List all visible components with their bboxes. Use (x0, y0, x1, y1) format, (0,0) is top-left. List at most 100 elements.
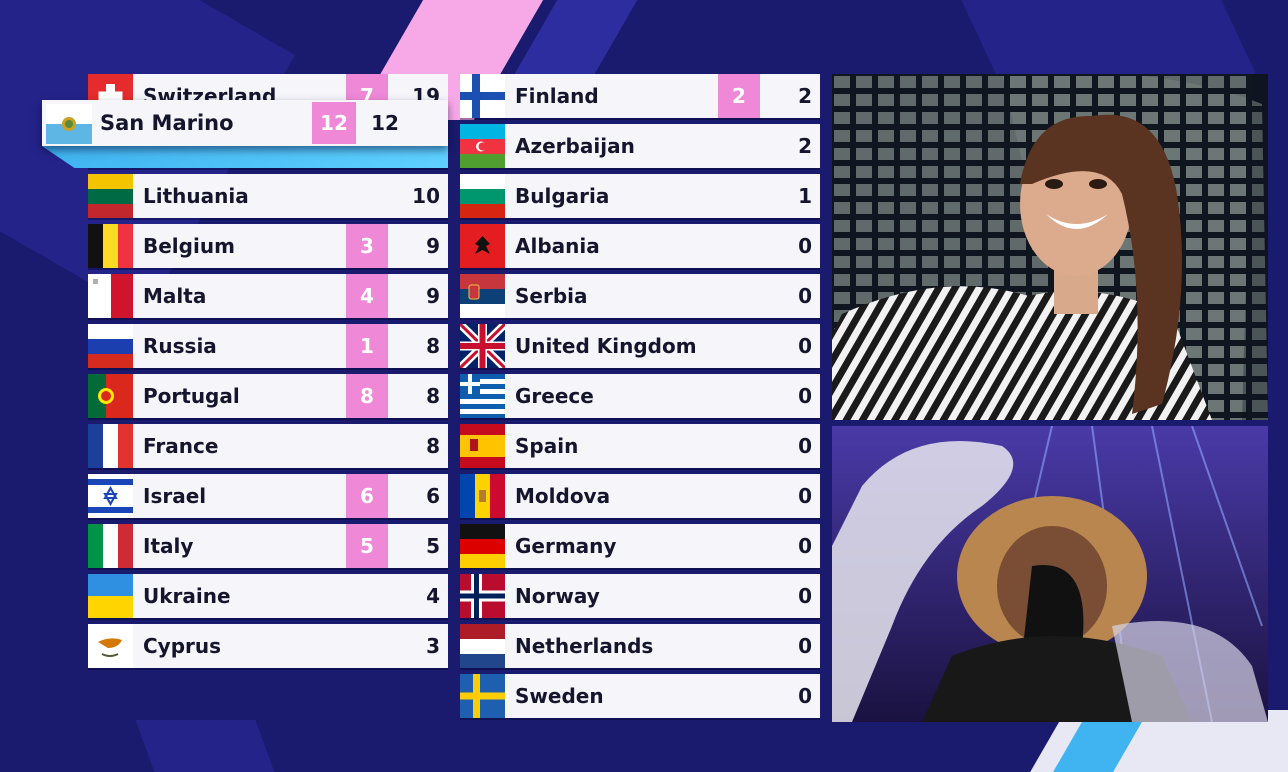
total-points: 9 (426, 284, 440, 308)
moldova-flag (460, 474, 505, 518)
sweden-flag (460, 674, 505, 718)
total-points: 0 (798, 634, 812, 658)
country-name: Finland (515, 84, 599, 108)
greece-flag (460, 374, 505, 418)
country-name: Lithuania (143, 184, 249, 208)
scoreboard-row: United Kingdom 0 (460, 324, 820, 368)
country-name: Greece (515, 384, 594, 408)
country-name: Norway (515, 584, 600, 608)
total-points: 9 (426, 234, 440, 258)
scoreboard-row: Sweden 0 (460, 674, 820, 718)
netherlands-flag (460, 624, 505, 668)
performer-video-image (832, 426, 1268, 722)
scoreboard-row: Italy 5 5 (88, 524, 448, 568)
scoreboard-row: Portugal 8 8 (88, 374, 448, 418)
awarded-points: 4 (346, 274, 388, 318)
israel-flag (88, 474, 133, 518)
scoreboard-row: Lithuania 10 (88, 174, 448, 218)
bulgaria-flag (460, 174, 505, 218)
scoreboard-row: Spain 0 (460, 424, 820, 468)
germany-flag (460, 524, 505, 568)
finland-flag (460, 74, 505, 118)
scoreboard-row: Israel 6 6 (88, 474, 448, 518)
scoreboard-row: Russia 1 8 (88, 324, 448, 368)
scoreboard-row: Netherlands 0 (460, 624, 820, 668)
country-name: Netherlands (515, 634, 654, 658)
scoreboard-row: Serbia 0 (460, 274, 820, 318)
total-points: 0 (798, 584, 812, 608)
total-points: 0 (798, 434, 812, 458)
country-name: Spain (515, 434, 579, 458)
scoreboard-row: Ukraine 4 (88, 574, 448, 618)
country-name: Serbia (515, 284, 588, 308)
serbia-flag (460, 274, 505, 318)
scoreboard-row: Albania 0 (460, 224, 820, 268)
country-name: Russia (143, 334, 217, 358)
total-points: 6 (426, 484, 440, 508)
total-points: 0 (798, 484, 812, 508)
country-name: Belgium (143, 234, 235, 258)
presenter-video (832, 74, 1268, 420)
scoreboard-row: Greece 0 (460, 374, 820, 418)
scoreboard-row: Norway 0 (460, 574, 820, 618)
scoreboard-row: Finland 2 2 (460, 74, 820, 118)
scoreboard-row: Belgium 3 9 (88, 224, 448, 268)
belgium-flag (88, 224, 133, 268)
awarded-points: 8 (346, 374, 388, 418)
awarded-points: 3 (346, 224, 388, 268)
country-name: Germany (515, 534, 617, 558)
total-points: 1 (798, 184, 812, 208)
highlight-country: San Marino (100, 111, 234, 135)
total-points: 8 (426, 384, 440, 408)
total-points: 8 (426, 334, 440, 358)
total-points: 0 (798, 284, 812, 308)
awarded-points: 1 (346, 324, 388, 368)
total-points: 2 (798, 84, 812, 108)
scoreboard-row: Malta 4 9 (88, 274, 448, 318)
scoreboard-row: Germany 0 (460, 524, 820, 568)
total-points: 5 (426, 534, 440, 558)
albania-flag (460, 224, 505, 268)
country-name: Albania (515, 234, 600, 258)
scoreboard-row: Azerbaijan 2 (460, 124, 820, 168)
total-points: 2 (798, 134, 812, 158)
total-points: 0 (798, 684, 812, 708)
total-points: 0 (798, 534, 812, 558)
country-name: United Kingdom (515, 334, 697, 358)
country-name: Sweden (515, 684, 604, 708)
country-name: Bulgaria (515, 184, 610, 208)
country-name: France (143, 434, 219, 458)
ukraine-flag (88, 574, 133, 618)
spain-flag (460, 424, 505, 468)
total-points: 3 (426, 634, 440, 658)
performer-video (832, 426, 1268, 722)
malta-flag (88, 274, 133, 318)
scoreboard-row: Bulgaria 1 (460, 174, 820, 218)
cyprus-flag (88, 624, 133, 668)
country-name: Cyprus (143, 634, 222, 658)
highlight-total: 12 (371, 111, 399, 135)
france-flag (88, 424, 133, 468)
united-kingdom-flag (460, 324, 505, 368)
highlight-row: San Marino 12 12 (42, 100, 448, 168)
highlight-points: 12 (312, 102, 356, 144)
portugal-flag (88, 374, 133, 418)
country-name: Israel (143, 484, 207, 508)
awarded-points: 2 (718, 74, 760, 118)
country-name: Portugal (143, 384, 240, 408)
country-name: Italy (143, 534, 194, 558)
scoreboard-row: Moldova 0 (460, 474, 820, 518)
san-marino-flag (46, 104, 92, 144)
total-points: 0 (798, 234, 812, 258)
presenter-video-image (832, 74, 1268, 420)
norway-flag (460, 574, 505, 618)
russia-flag (88, 324, 133, 368)
highlight-accent-bar (42, 146, 448, 168)
country-name: Malta (143, 284, 207, 308)
awarded-points: 5 (346, 524, 388, 568)
total-points: 4 (426, 584, 440, 608)
azerbaijan-flag (460, 124, 505, 168)
total-points: 10 (412, 184, 440, 208)
highlight-bar (42, 100, 448, 146)
awarded-points: 6 (346, 474, 388, 518)
